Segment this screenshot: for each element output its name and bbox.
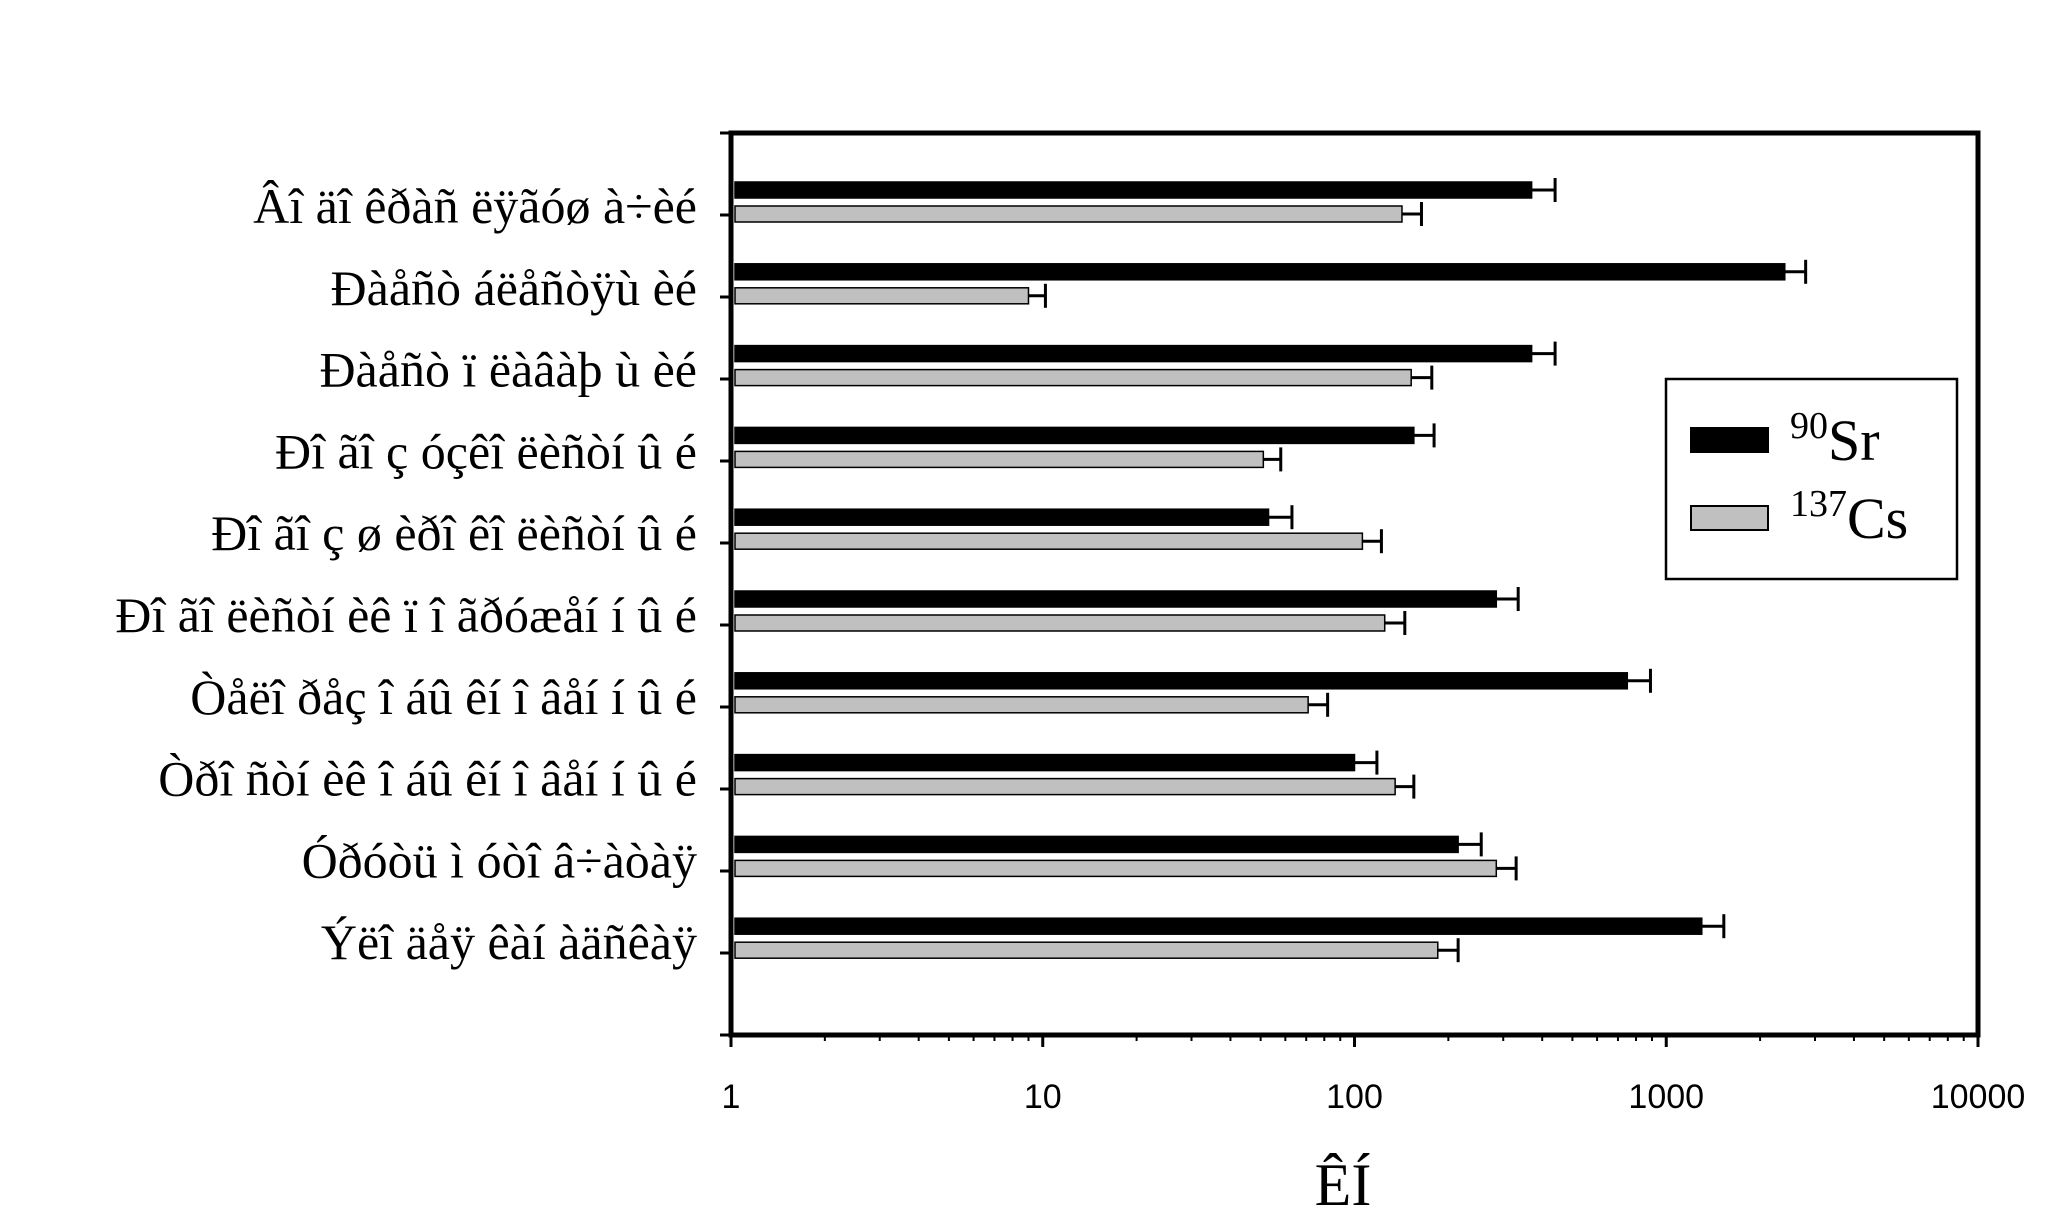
legend-swatch-sr90 (1690, 427, 1769, 453)
bar-cs137 (734, 532, 1364, 550)
bar-cs137 (734, 368, 1412, 387)
legend-swatch-cs137 (1690, 505, 1769, 531)
category-label: Ýëî äåÿ êàí àäñêàÿ (321, 914, 697, 970)
bar-sr90 (734, 344, 1533, 363)
category-label: Ðî ãî ç óçêî ëèñòí û é (275, 423, 697, 479)
legend: 90Sr 137Cs (1664, 377, 1959, 581)
category-label: Ðî ãî ëèñòí èê ï î ãðóæåí í û é (115, 587, 697, 643)
y-axis-ticks (720, 131, 731, 1037)
bars (734, 178, 1808, 963)
bar-cs137 (734, 941, 1439, 959)
x-axis-ticks: 1 10 100 1000 10000 (722, 1035, 2026, 1116)
bar-sr90 (734, 508, 1270, 526)
bar-sr90 (734, 835, 1459, 854)
legend-box (1664, 377, 1959, 581)
bar-cs137 (734, 287, 1030, 305)
category-label: Óðóòü ì óòî â÷àòàÿ (302, 832, 697, 888)
category-label: Ðî ãî ç ø èðî êî ëèñòí û é (211, 505, 697, 561)
x-tick-label: 10000 (1931, 1078, 2026, 1116)
x-tick-label: 10 (1024, 1078, 1062, 1116)
bar-sr90 (734, 590, 1498, 608)
category-label: Òåëî ðåç î áû êí î âåí í û é (190, 669, 697, 725)
category-label: Âî äî êðàñ ëÿãóø à÷èé (253, 178, 697, 234)
bar-cs137 (734, 614, 1386, 632)
bar-sr90 (734, 263, 1786, 281)
x-tick-label: 1 (722, 1078, 741, 1116)
bar-sr90 (734, 753, 1356, 772)
bar-cs137 (734, 450, 1265, 469)
bar-cs137 (734, 859, 1498, 878)
x-axis-title: ÊÍ (1315, 1152, 1372, 1218)
bar-sr90 (734, 672, 1629, 690)
category-labels: Âî äî êðàñ ëÿãóø à÷èé Ðàåñò áëåñòÿù èé Ðàå… (115, 178, 697, 970)
category-label: Òðî ñòí èê î áû êí î âåí í û é (158, 751, 697, 807)
legend-label-sr90: 90Sr (1790, 405, 1880, 473)
bar-sr90 (734, 181, 1533, 199)
bar-sr90 (734, 426, 1415, 445)
bar-cs137 (734, 205, 1403, 223)
x-tick-label: 100 (1326, 1078, 1383, 1116)
bar-sr90 (734, 917, 1703, 935)
legend-label-cs137: 137Cs (1790, 483, 1908, 551)
bar-cs137 (734, 696, 1309, 714)
category-label: Ðàåñò áëåñòÿù èé (331, 260, 697, 316)
x-tick-label: 1000 (1628, 1078, 1704, 1116)
category-label: Ðàåñò ï ëàâàþ ù èé (319, 342, 697, 398)
bar-cs137 (734, 777, 1396, 796)
